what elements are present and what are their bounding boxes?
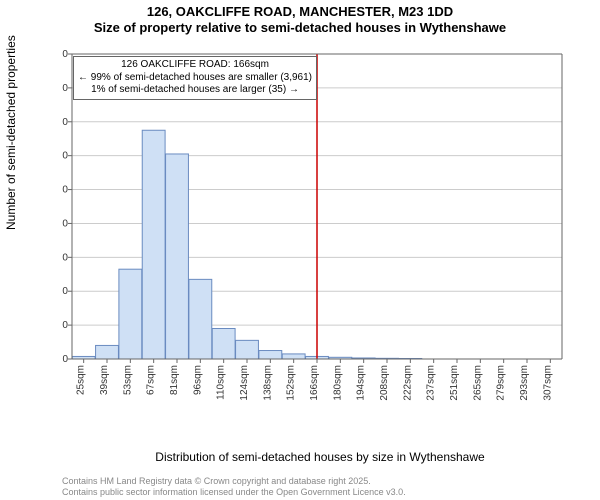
svg-text:200: 200 (62, 320, 68, 331)
svg-text:180sqm: 180sqm (332, 365, 343, 401)
svg-text:124sqm: 124sqm (239, 365, 250, 401)
svg-text:152sqm: 152sqm (286, 365, 297, 401)
svg-text:222sqm: 222sqm (402, 365, 413, 401)
svg-text:800: 800 (62, 218, 68, 229)
svg-text:194sqm: 194sqm (356, 365, 367, 401)
svg-text:1000: 1000 (62, 185, 68, 196)
svg-text:1600: 1600 (62, 83, 68, 94)
svg-text:1200: 1200 (62, 151, 68, 162)
histogram-bar (259, 351, 282, 359)
plot-area: 0 200 400 600 800 1000 1200 1400 1600 1800 25sqm 39… (62, 44, 578, 414)
attribution-footer: Contains HM Land Registry data © Crown c… (62, 476, 406, 498)
footer-line2: Contains public sector information licen… (62, 487, 406, 498)
histogram-bar (166, 154, 189, 359)
svg-text:208sqm: 208sqm (379, 365, 390, 401)
histogram-bar (96, 345, 119, 359)
page-subtitle: Size of property relative to semi-detach… (0, 20, 600, 35)
svg-text:96sqm: 96sqm (192, 365, 203, 395)
callout-line3: 1% of semi-detached houses are larger (3… (78, 84, 312, 97)
svg-text:265sqm: 265sqm (472, 365, 483, 401)
svg-text:25sqm: 25sqm (76, 365, 87, 395)
svg-text:1400: 1400 (62, 117, 68, 128)
svg-text:251sqm: 251sqm (449, 365, 460, 401)
svg-text:237sqm: 237sqm (426, 365, 437, 401)
svg-text:110sqm: 110sqm (216, 365, 227, 400)
callout-line1: 126 OAKCLIFFE ROAD: 166sqm (78, 59, 312, 72)
y-axis-label: Number of semi-detached properties (4, 35, 18, 230)
footer-line1: Contains HM Land Registry data © Crown c… (62, 476, 406, 487)
histogram-bar (119, 269, 142, 359)
x-axis-label: Distribution of semi-detached houses by … (62, 450, 578, 464)
histogram-bar (236, 340, 259, 359)
histogram-bar (282, 354, 305, 359)
svg-text:0: 0 (62, 354, 68, 365)
svg-text:1800: 1800 (62, 49, 68, 60)
svg-text:293sqm: 293sqm (519, 365, 530, 401)
svg-text:138sqm: 138sqm (262, 365, 273, 401)
svg-text:400: 400 (62, 286, 68, 297)
svg-text:166sqm: 166sqm (309, 365, 320, 401)
svg-text:39sqm: 39sqm (99, 365, 110, 395)
svg-text:53sqm: 53sqm (122, 365, 133, 395)
histogram-bar (212, 329, 235, 360)
callout-line2: ← 99% of semi-detached houses are smalle… (78, 72, 312, 85)
svg-text:600: 600 (62, 252, 68, 263)
page-title: 126, OAKCLIFFE ROAD, MANCHESTER, M23 1DD (0, 0, 600, 20)
svg-text:307sqm: 307sqm (542, 365, 553, 401)
marker-callout: 126 OAKCLIFFE ROAD: 166sqm ← 99% of semi… (73, 56, 317, 100)
svg-text:279sqm: 279sqm (496, 365, 507, 401)
svg-text:67sqm: 67sqm (146, 365, 157, 395)
histogram-bar (142, 130, 165, 359)
histogram-bar (189, 279, 212, 359)
chart-container: 126, OAKCLIFFE ROAD, MANCHESTER, M23 1DD… (0, 0, 600, 500)
svg-text:81sqm: 81sqm (169, 365, 180, 395)
histogram-svg: 0 200 400 600 800 1000 1200 1400 1600 1800 25sqm 39… (62, 44, 578, 414)
